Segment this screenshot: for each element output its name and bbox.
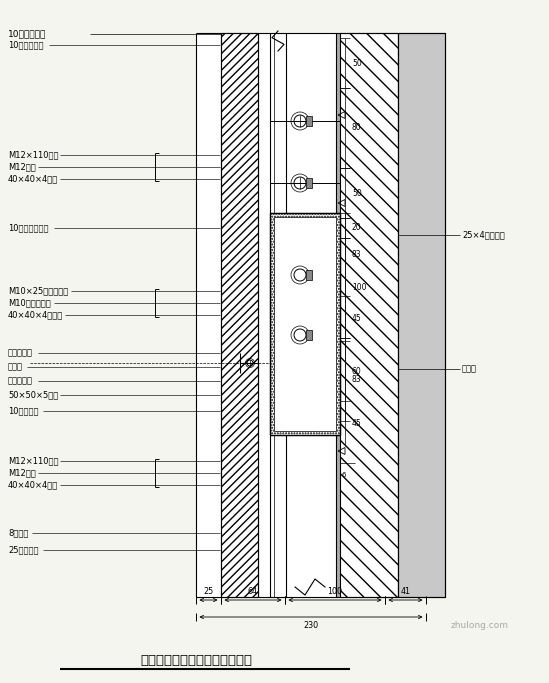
Text: 100: 100 (328, 587, 343, 596)
Text: M12螺母: M12螺母 (8, 163, 36, 171)
Bar (340, 33, 398, 597)
Text: 槽型件: 槽型件 (462, 365, 477, 374)
Text: 50: 50 (352, 189, 362, 197)
Text: 25: 25 (203, 587, 214, 596)
Text: M10×25不锈钙螺栓: M10×25不锈钙螺栓 (8, 286, 68, 296)
Text: 100: 100 (352, 283, 367, 292)
Text: 10号槽钙立柱: 10号槽钙立柱 (8, 29, 46, 38)
Text: 80: 80 (352, 124, 362, 133)
Bar (196, 33, 445, 597)
Text: 60: 60 (352, 367, 362, 376)
Text: 45: 45 (352, 419, 362, 428)
Text: 不锈钙挂件: 不锈钙挂件 (8, 348, 33, 357)
Text: M12×110螺栓: M12×110螺栓 (8, 456, 59, 466)
Text: 20: 20 (352, 223, 362, 232)
Text: 64: 64 (248, 587, 258, 596)
Text: 25厚雪晶石: 25厚雪晶石 (8, 546, 38, 555)
Bar (306, 178, 312, 188)
Text: 6: 6 (342, 472, 346, 478)
Text: 45: 45 (352, 314, 362, 323)
Text: 83: 83 (352, 375, 362, 384)
Text: 50: 50 (352, 59, 362, 68)
Text: 83: 83 (352, 250, 362, 259)
Bar (306, 116, 312, 126)
Text: 40×40×4垫片: 40×40×4垫片 (8, 174, 58, 184)
Text: 40×40×4方垫片: 40×40×4方垫片 (8, 311, 63, 320)
Bar (398, 33, 445, 597)
Text: 10号槽钙立柱: 10号槽钙立柱 (8, 40, 43, 49)
Text: M12×110螺栓: M12×110螺栓 (8, 150, 59, 160)
Text: 10号槽钙连接件: 10号槽钙连接件 (8, 223, 48, 232)
Text: 8厚钙板: 8厚钙板 (8, 529, 29, 538)
Bar (306, 330, 312, 340)
Text: 50×50×5角钙: 50×50×5角钙 (8, 391, 58, 400)
Text: M12螺母: M12螺母 (8, 469, 36, 477)
Text: 泡沫胶填充: 泡沫胶填充 (8, 376, 33, 385)
Text: 41: 41 (401, 587, 411, 596)
Text: 耔候胶: 耔候胶 (8, 363, 23, 372)
Text: 40×40×4垫片: 40×40×4垫片 (8, 481, 58, 490)
Text: 干挂石材竖向防雷主节点大样图: 干挂石材竖向防雷主节点大样图 (140, 654, 252, 667)
Bar (306, 270, 312, 280)
Bar (270, 213, 340, 435)
Bar (336, 33, 340, 597)
Bar (274, 217, 336, 431)
Bar (221, 33, 258, 597)
Text: zhulong.com: zhulong.com (451, 620, 509, 630)
Text: 230: 230 (304, 622, 318, 630)
Text: M10不锈钙螺母: M10不锈钙螺母 (8, 298, 51, 307)
Text: 25×4防雷铁片: 25×4防雷铁片 (462, 230, 505, 240)
Text: 10厚钙垫板: 10厚钙垫板 (8, 406, 38, 415)
